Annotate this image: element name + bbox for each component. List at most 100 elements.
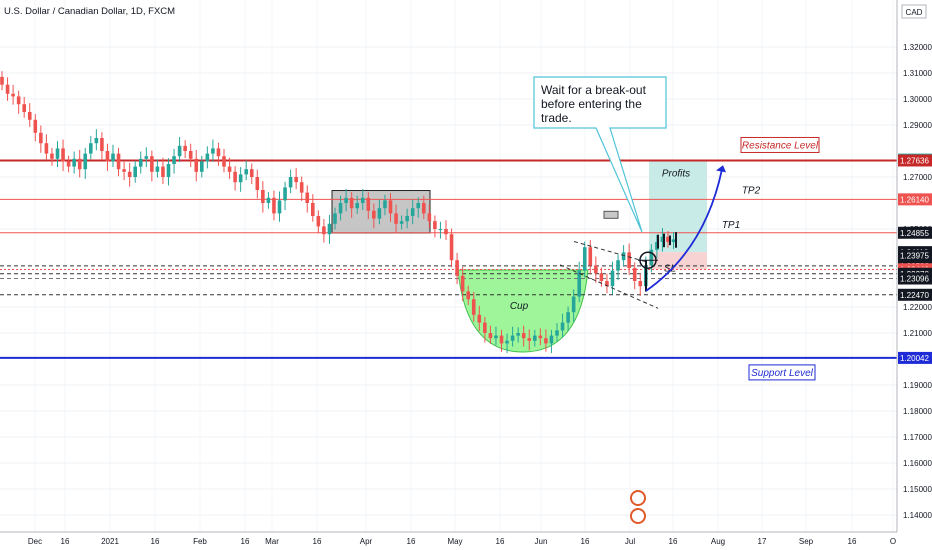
x-tick-label[interactable]: Feb	[193, 537, 207, 546]
x-tick-label[interactable]: 16	[496, 537, 505, 546]
y-tick-label[interactable]: 1.32000	[903, 43, 932, 52]
y-tick-label[interactable]: 1.16000	[903, 459, 932, 468]
price-tag-bg	[898, 226, 932, 239]
candle-body	[283, 187, 287, 201]
currency-label[interactable]: CAD	[906, 8, 923, 17]
candle-body	[560, 322, 565, 331]
candle-body	[349, 197, 354, 209]
candle-body	[422, 203, 426, 214]
y-tick-label[interactable]: 1.18000	[903, 407, 932, 416]
x-tick-label[interactable]: Aug	[711, 537, 725, 546]
candle-body	[183, 145, 187, 151]
y-tick-label[interactable]: 1.21000	[903, 329, 932, 338]
x-tick-label[interactable]: Jul	[625, 537, 635, 546]
candle-body	[372, 210, 376, 219]
candle-body	[188, 151, 193, 159]
price-tag-label: 1.22470	[900, 291, 929, 300]
candle-body	[538, 335, 543, 339]
x-tick-label[interactable]: 17	[758, 537, 767, 546]
x-tick-label[interactable]: Dec	[28, 537, 42, 546]
candle-body	[499, 335, 504, 344]
candle-body	[549, 335, 554, 344]
candle-body	[649, 249, 654, 266]
x-tick-label[interactable]: 16	[241, 537, 250, 546]
candle-body	[666, 236, 670, 242]
candle-body	[22, 104, 26, 112]
x-tick-label[interactable]: 16	[581, 537, 590, 546]
y-tick-label[interactable]: 1.15000	[903, 485, 932, 494]
candle-body	[571, 296, 576, 313]
candle-body	[33, 119, 38, 133]
candle-body	[77, 158, 82, 170]
x-tick-label[interactable]: O	[890, 537, 896, 546]
price-tag-bg	[898, 154, 932, 167]
candle-body	[638, 281, 643, 287]
x-tick-label[interactable]: 2021	[101, 537, 119, 546]
currency-box[interactable]	[901, 4, 927, 19]
candle-body	[5, 84, 10, 94]
price-tag-label: 1.24855	[900, 229, 929, 238]
candle-body	[11, 93, 15, 97]
price-tag-bg	[898, 193, 932, 206]
candle-body	[471, 299, 476, 315]
x-tick-label[interactable]: Mar	[265, 537, 279, 546]
candle-body	[305, 192, 310, 203]
x-tick-label[interactable]: 16	[669, 537, 678, 546]
candle-body	[100, 138, 104, 151]
price-tag-bg	[898, 288, 932, 301]
candle-body	[610, 270, 615, 287]
x-tick-label[interactable]: Sep	[799, 537, 814, 546]
candle-body	[55, 148, 60, 159]
candle-body	[111, 153, 115, 162]
candle-body	[388, 200, 393, 214]
x-tick-label[interactable]: 16	[848, 537, 857, 546]
candle-body	[194, 158, 199, 172]
candle-body	[521, 333, 526, 339]
chart-title: U.S. Dollar / Canadian Dollar, 1D, FXCM	[4, 6, 175, 17]
y-tick-label[interactable]: 1.29000	[903, 121, 932, 130]
candle-body	[410, 208, 415, 216]
y-tick-label[interactable]: 1.14000	[903, 511, 932, 520]
x-tick-label[interactable]: 16	[407, 537, 416, 546]
price-tag-bg	[898, 351, 932, 364]
time-axis[interactable]: Dec 16 2021 16 Feb 16 Mar 16 Apr 16 May 16 Jun 16 Jul 1…	[28, 537, 896, 546]
candle-body	[377, 208, 382, 219]
candle-body	[655, 242, 659, 250]
y-tick-label[interactable]: 1.22000	[903, 303, 932, 312]
x-tick-label[interactable]: 16	[151, 537, 160, 546]
candle-body	[200, 161, 204, 172]
candle-body	[266, 197, 271, 203]
x-tick-label[interactable]: 16	[313, 537, 322, 546]
candle-body	[438, 229, 443, 230]
candle-body	[466, 291, 470, 300]
candle-body	[94, 138, 99, 144]
candle-body	[172, 156, 176, 164]
y-tick-label[interactable]: 1.27000	[903, 173, 932, 182]
candle-body	[433, 221, 437, 229]
y-tick-label[interactable]: 1.31000	[903, 69, 932, 78]
candle-body	[155, 166, 160, 172]
candle-body	[338, 203, 343, 214]
candle-body	[383, 200, 387, 209]
tp2-label: TP2	[742, 185, 761, 196]
y-tick-label[interactable]: 1.19000	[903, 381, 932, 390]
price-tag-label: 1.26140	[900, 195, 929, 204]
event-flag-icon[interactable]	[630, 490, 646, 506]
y-tick-label[interactable]: 1.30000	[903, 95, 932, 104]
y-tick-label[interactable]: 1.17000	[903, 433, 932, 442]
price-tag-bg	[898, 249, 932, 262]
price-tags: 1.276691.276361.261401.248551.241101.239…	[898, 153, 932, 364]
x-tick-label[interactable]: May	[447, 537, 462, 546]
candle-body	[122, 169, 126, 172]
x-tick-label[interactable]: 16	[61, 537, 70, 546]
x-tick-label[interactable]: Jun	[535, 537, 548, 546]
candle-body	[488, 333, 493, 339]
candle-body	[444, 229, 448, 235]
candle-body	[89, 143, 93, 154]
event-flag-icon[interactable]	[630, 508, 646, 524]
candle-body	[616, 260, 620, 271]
x-tick-label[interactable]: Apr	[360, 537, 373, 546]
candle-body	[177, 145, 182, 157]
candle-body	[660, 236, 665, 242]
